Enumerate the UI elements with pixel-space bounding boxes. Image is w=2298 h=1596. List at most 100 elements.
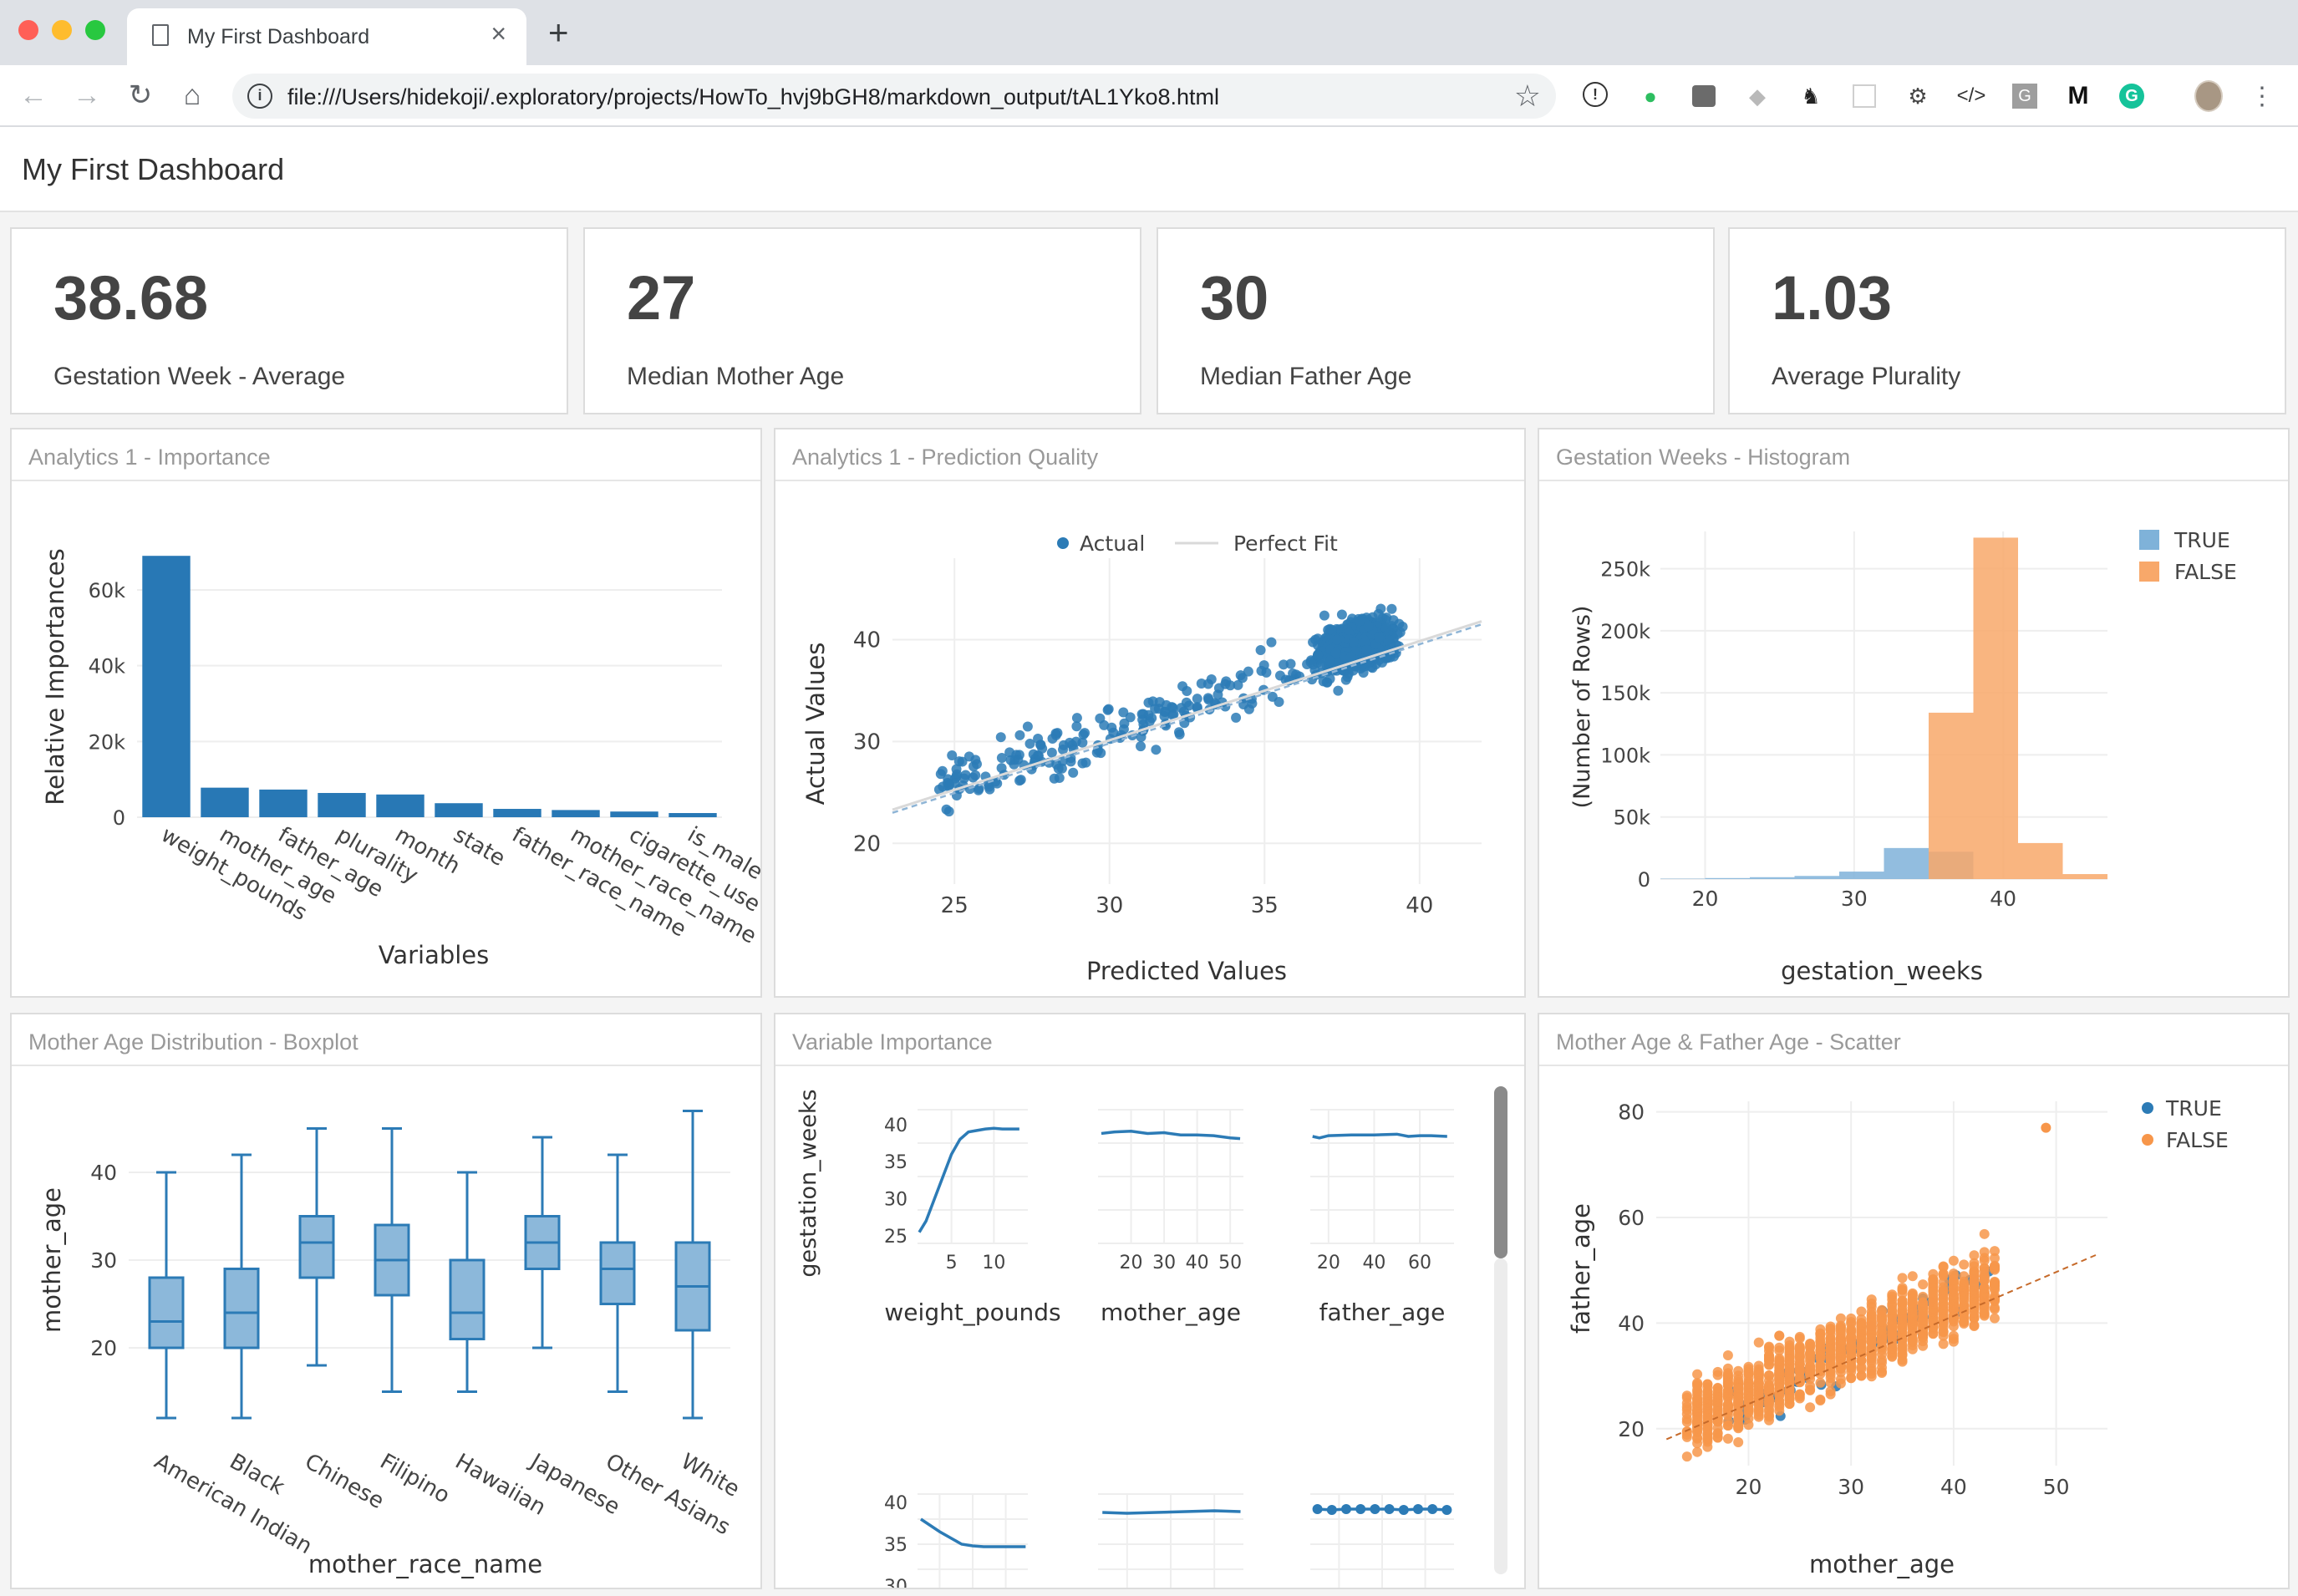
value-box-father-age: 30 Median Father Age xyxy=(1157,227,1715,414)
data-point xyxy=(1330,648,1341,658)
data-point-false xyxy=(1877,1316,1887,1327)
code-icon[interactable]: </> xyxy=(1956,84,1986,107)
data-point-false xyxy=(1815,1353,1826,1364)
data-point xyxy=(1203,694,1214,705)
new-tab-button[interactable]: + xyxy=(548,13,569,52)
data-point xyxy=(995,732,1006,743)
data-point-false xyxy=(1907,1319,1918,1329)
info-icon[interactable]: i xyxy=(247,84,272,109)
data-point-false xyxy=(1959,1309,1970,1319)
reload-button[interactable]: ↻ xyxy=(128,79,153,111)
data-point-false xyxy=(1846,1373,1857,1384)
data-point xyxy=(1266,637,1277,648)
line-marker xyxy=(1370,1504,1380,1514)
x-axis-label: mother_race_name xyxy=(308,1550,542,1578)
data-point xyxy=(1024,739,1035,750)
data-point-false xyxy=(1887,1329,1898,1339)
browser-tab[interactable]: My First Dashboard × xyxy=(127,8,526,65)
card-title: Variable Importance xyxy=(775,1014,1524,1066)
data-point-false xyxy=(1805,1402,1816,1413)
data-point-false xyxy=(1979,1247,1990,1258)
scrollbar[interactable] xyxy=(1494,1086,1507,1258)
data-point xyxy=(1146,713,1157,724)
x-tick-label: 20 xyxy=(1692,887,1719,911)
data-point xyxy=(1348,665,1359,676)
data-point-false xyxy=(1722,1387,1733,1398)
y-tick-label: 0 xyxy=(1638,868,1650,892)
forward-button[interactable]: → xyxy=(73,79,101,111)
data-point-false xyxy=(1702,1410,1713,1421)
browser-menu-icon[interactable]: ⋮ xyxy=(2250,82,2275,110)
data-point xyxy=(1151,745,1162,755)
extension-box-icon[interactable] xyxy=(1690,82,1718,110)
data-point-false xyxy=(1835,1339,1846,1349)
extension-bird-icon[interactable]: ♞ xyxy=(1801,83,1821,109)
scrollbar-track xyxy=(1494,1258,1507,1574)
close-window-button[interactable] xyxy=(18,20,38,40)
y-tick-label: 40 xyxy=(884,1493,908,1514)
y-axis-label: Relative Importances xyxy=(41,548,69,805)
data-point xyxy=(1316,659,1327,670)
data-point-false xyxy=(1979,1263,1990,1273)
address-bar[interactable]: i file:///Users/hidekoji/.exploratory/pr… xyxy=(232,74,1556,119)
data-point xyxy=(943,806,954,817)
y-tick-label: 200k xyxy=(1600,620,1650,643)
minimize-window-button[interactable] xyxy=(52,20,72,40)
data-point-false xyxy=(1794,1343,1805,1354)
x-tick-label: 60 xyxy=(1408,1253,1431,1273)
value-box-value: 38.68 xyxy=(53,263,209,333)
dashboard-header: My First Dashboard xyxy=(0,127,2298,212)
legend-label: TRUE xyxy=(2173,528,2230,552)
data-point-false xyxy=(1866,1358,1877,1369)
dropbox-icon[interactable]: ◆ xyxy=(1749,83,1766,109)
data-point-false xyxy=(1692,1379,1703,1390)
home-button[interactable]: ⌂ xyxy=(183,79,201,111)
data-point xyxy=(1080,728,1091,739)
y-tick-label: 30 xyxy=(853,729,881,755)
bookmark-star-icon[interactable]: ☆ xyxy=(1513,79,1541,113)
extension-g-icon[interactable]: G xyxy=(2011,82,2039,110)
settings-gear-icon[interactable]: ⚙ xyxy=(1908,83,1928,109)
bar xyxy=(669,813,717,817)
data-point-false xyxy=(1805,1385,1816,1395)
x-axis-label: gestation_weeks xyxy=(1781,957,1983,985)
data-point-false xyxy=(1990,1291,2000,1302)
data-point-false xyxy=(1805,1338,1816,1349)
data-point xyxy=(1071,721,1082,732)
trend-line xyxy=(892,623,1482,814)
data-point xyxy=(1386,621,1397,632)
data-point-false xyxy=(1681,1390,1692,1401)
profile-avatar[interactable] xyxy=(2194,80,2223,112)
data-point-false xyxy=(1681,1431,1692,1442)
data-point-false xyxy=(1979,1299,1990,1310)
back-button[interactable]: ← xyxy=(19,79,48,111)
data-point xyxy=(1106,722,1117,733)
data-point-false xyxy=(1948,1274,1959,1285)
line-marker xyxy=(1312,1504,1323,1514)
data-point-false xyxy=(1928,1274,1939,1285)
data-point-false xyxy=(1692,1446,1703,1457)
data-point xyxy=(963,751,974,762)
data-point xyxy=(1313,649,1324,660)
data-point-false xyxy=(1948,1336,1959,1347)
x-tick-label: 30 xyxy=(1841,887,1868,911)
maximize-window-button[interactable] xyxy=(85,20,105,40)
url-text[interactable]: file:///Users/hidekoji/.exploratory/proj… xyxy=(287,84,1220,109)
grammarly-icon[interactable]: G xyxy=(2118,82,2146,110)
data-point-false xyxy=(1928,1316,1939,1327)
extension-grid-icon[interactable] xyxy=(1850,82,1879,110)
data-point-false xyxy=(1692,1369,1703,1380)
x-tick-label: 40 xyxy=(1406,893,1433,918)
data-point-false xyxy=(1846,1362,1857,1373)
medium-icon[interactable]: M xyxy=(2067,82,2089,109)
data-point xyxy=(938,781,948,792)
evernote-icon[interactable]: ● xyxy=(1644,83,1657,109)
bar xyxy=(201,787,249,817)
data-point-false xyxy=(1897,1333,1908,1344)
extension-info-icon[interactable]: ! xyxy=(1583,82,1608,107)
trend-line xyxy=(1665,1253,2098,1441)
box xyxy=(223,1268,260,1349)
y-tick-label: 20 xyxy=(90,1336,117,1360)
close-tab-icon[interactable]: × xyxy=(491,18,506,48)
perfect-fit-line xyxy=(892,620,1482,811)
